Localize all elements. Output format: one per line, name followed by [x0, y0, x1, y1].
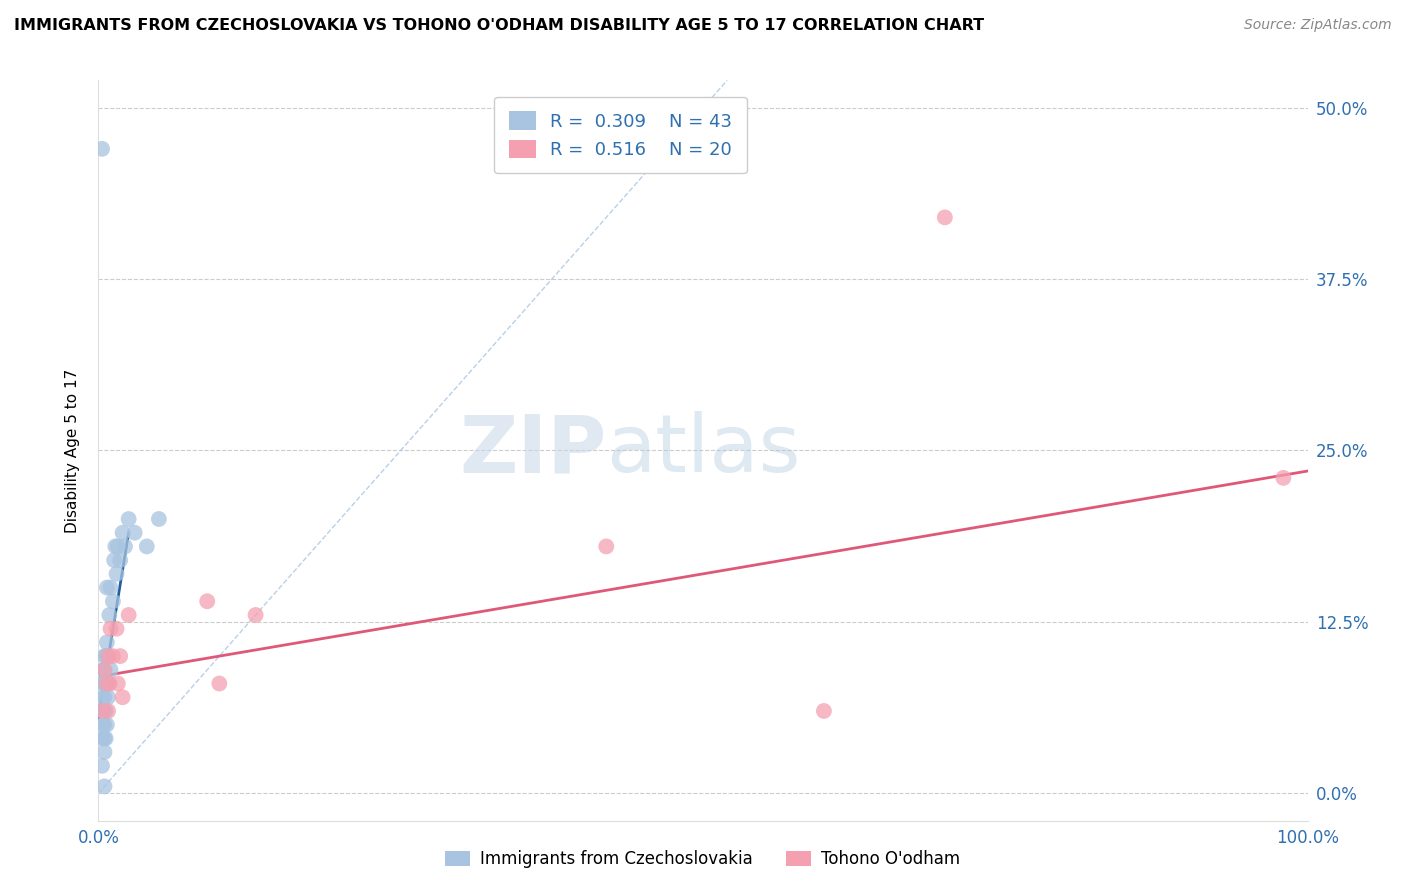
- Point: [93, 690, 115, 705]
- Point: [96, 635, 118, 649]
- Point: [148, 512, 170, 526]
- Point: [100, 581, 122, 595]
- Point: [101, 594, 124, 608]
- Point: [118, 607, 141, 622]
- Point: [91, 690, 114, 705]
- Point: [93, 704, 115, 718]
- Point: [93, 676, 115, 690]
- Point: [94, 704, 117, 718]
- Point: [101, 649, 124, 664]
- Point: [135, 540, 157, 554]
- Point: [91, 759, 114, 773]
- Point: [93, 649, 115, 664]
- Point: [111, 525, 134, 540]
- Point: [94, 649, 117, 664]
- Point: [107, 540, 129, 554]
- Point: [93, 717, 115, 731]
- Point: [96, 581, 118, 595]
- Point: [98, 676, 121, 690]
- Legend: R =  0.309    N = 43, R =  0.516    N = 20: R = 0.309 N = 43, R = 0.516 N = 20: [495, 96, 747, 173]
- Text: Source: ZipAtlas.com: Source: ZipAtlas.com: [1244, 18, 1392, 32]
- Point: [96, 676, 118, 690]
- Point: [100, 622, 122, 636]
- Point: [91, 142, 114, 156]
- Point: [97, 649, 120, 664]
- Point: [91, 663, 114, 677]
- Point: [93, 780, 115, 794]
- Point: [91, 704, 114, 718]
- Point: [94, 676, 117, 690]
- Point: [100, 663, 122, 677]
- Point: [595, 540, 617, 554]
- Point: [97, 704, 120, 718]
- Point: [114, 540, 136, 554]
- Point: [245, 607, 267, 622]
- Point: [96, 676, 118, 690]
- Point: [105, 566, 128, 581]
- Point: [91, 717, 114, 731]
- Point: [107, 676, 129, 690]
- Point: [91, 731, 114, 746]
- Text: IMMIGRANTS FROM CZECHOSLOVAKIA VS TOHONO O'ODHAM DISABILITY AGE 5 TO 17 CORRELAT: IMMIGRANTS FROM CZECHOSLOVAKIA VS TOHONO…: [14, 18, 984, 33]
- Point: [103, 553, 125, 567]
- Point: [934, 211, 956, 225]
- Point: [124, 525, 146, 540]
- Point: [93, 663, 115, 677]
- Point: [108, 649, 131, 664]
- Point: [97, 649, 120, 664]
- Point: [96, 717, 118, 731]
- Point: [91, 676, 114, 690]
- Point: [1272, 471, 1295, 485]
- Point: [195, 594, 218, 608]
- Point: [111, 690, 134, 705]
- Point: [97, 690, 120, 705]
- Legend: Immigrants from Czechoslovakia, Tohono O'odham: Immigrants from Czechoslovakia, Tohono O…: [439, 844, 967, 875]
- Y-axis label: Disability Age 5 to 17: Disability Age 5 to 17: [65, 368, 80, 533]
- Point: [91, 704, 114, 718]
- Point: [93, 731, 115, 746]
- Point: [108, 553, 131, 567]
- Point: [105, 622, 128, 636]
- Point: [94, 731, 117, 746]
- Point: [98, 607, 121, 622]
- Point: [93, 663, 115, 677]
- Point: [93, 745, 115, 759]
- Point: [104, 540, 127, 554]
- Text: ZIP: ZIP: [458, 411, 606, 490]
- Text: atlas: atlas: [606, 411, 800, 490]
- Point: [118, 512, 141, 526]
- Point: [208, 676, 231, 690]
- Point: [98, 676, 121, 690]
- Point: [813, 704, 835, 718]
